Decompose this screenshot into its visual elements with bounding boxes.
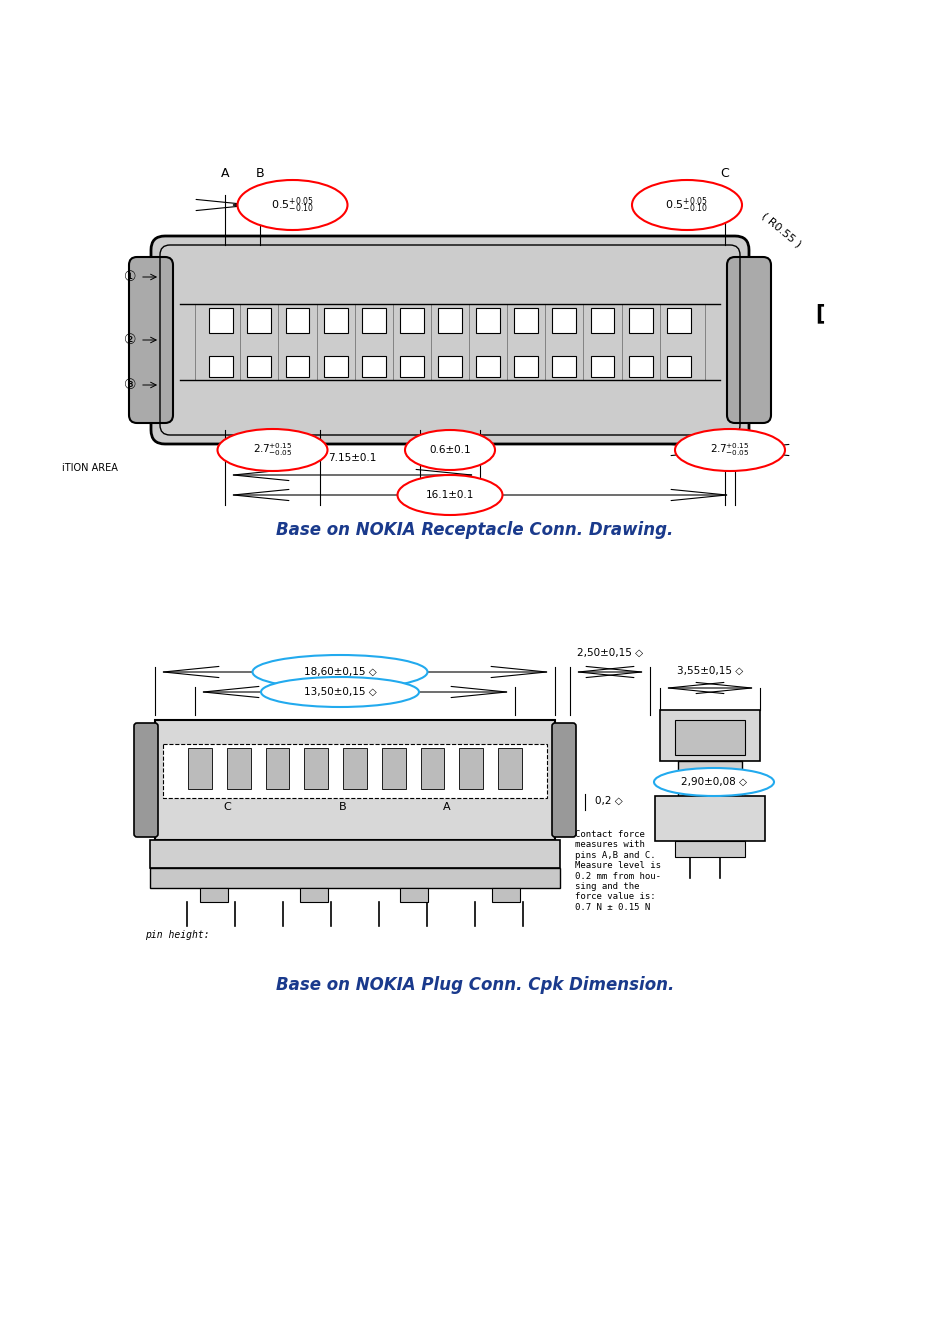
Ellipse shape xyxy=(253,655,428,689)
Text: ①: ① xyxy=(124,270,136,284)
Text: A: A xyxy=(220,167,229,180)
Text: 7.15±0.1: 7.15±0.1 xyxy=(329,453,377,462)
Bar xyxy=(660,710,760,761)
Ellipse shape xyxy=(632,180,742,230)
Bar xyxy=(629,308,653,333)
Bar xyxy=(150,868,560,888)
Bar xyxy=(300,888,328,902)
Bar xyxy=(209,356,233,378)
Bar xyxy=(667,308,691,333)
Ellipse shape xyxy=(654,767,774,796)
Bar xyxy=(438,356,462,378)
Bar xyxy=(227,749,251,789)
Bar xyxy=(667,356,691,378)
Bar xyxy=(675,719,745,755)
Text: pin height:: pin height: xyxy=(145,930,210,939)
Bar xyxy=(476,356,500,378)
Bar xyxy=(209,308,233,333)
Ellipse shape xyxy=(238,180,348,230)
Bar xyxy=(629,356,653,378)
Bar xyxy=(286,308,310,333)
Bar xyxy=(591,356,615,378)
Text: 16.1±0.1: 16.1±0.1 xyxy=(426,491,474,500)
Text: ②: ② xyxy=(124,333,136,347)
Ellipse shape xyxy=(397,474,503,515)
Text: B: B xyxy=(339,802,347,812)
Bar xyxy=(324,308,348,333)
Text: iTION AREA: iTION AREA xyxy=(62,462,118,473)
Bar xyxy=(476,308,500,333)
Text: 0.5$^{+0.05}_{-0.10}$: 0.5$^{+0.05}_{-0.10}$ xyxy=(665,195,709,215)
Bar xyxy=(155,720,555,840)
Bar xyxy=(460,749,484,789)
Bar xyxy=(678,761,742,797)
Text: 0,2 ◇: 0,2 ◇ xyxy=(595,796,623,806)
Bar xyxy=(266,749,290,789)
Bar xyxy=(324,356,348,378)
Bar xyxy=(498,749,522,789)
Bar xyxy=(438,308,462,333)
Ellipse shape xyxy=(675,429,785,470)
Bar xyxy=(655,797,765,841)
Text: C: C xyxy=(721,167,730,180)
Text: C: C xyxy=(223,802,231,812)
Bar xyxy=(591,308,615,333)
Text: 0.6±0.1: 0.6±0.1 xyxy=(429,445,471,456)
Bar xyxy=(421,749,445,789)
Text: 2,90±0,08 ◇: 2,90±0,08 ◇ xyxy=(681,777,747,788)
Text: 2,50±0,15 ◇: 2,50±0,15 ◇ xyxy=(577,648,643,659)
Text: 0.5$^{+0.05}_{-0.10}$: 0.5$^{+0.05}_{-0.10}$ xyxy=(271,195,314,215)
Bar xyxy=(248,308,272,333)
FancyBboxPatch shape xyxy=(727,257,771,423)
Bar xyxy=(400,308,424,333)
Bar xyxy=(304,749,328,789)
Bar xyxy=(492,888,520,902)
Bar xyxy=(163,745,547,798)
FancyBboxPatch shape xyxy=(552,723,576,837)
Text: 13,50±0,15 ◇: 13,50±0,15 ◇ xyxy=(304,687,376,698)
FancyBboxPatch shape xyxy=(129,257,173,423)
Text: 2.7$^{+0.15}_{-0.05}$: 2.7$^{+0.15}_{-0.05}$ xyxy=(711,442,750,458)
Text: 2.7$^{+0.15}_{-0.05}$: 2.7$^{+0.15}_{-0.05}$ xyxy=(253,442,293,458)
Bar xyxy=(514,308,538,333)
Bar xyxy=(400,356,424,378)
Bar xyxy=(248,356,272,378)
Ellipse shape xyxy=(261,677,419,707)
Bar xyxy=(553,356,577,378)
Bar xyxy=(675,841,745,857)
Text: 3,55±0,15 ◇: 3,55±0,15 ◇ xyxy=(676,667,743,676)
Bar xyxy=(514,356,538,378)
Text: Base on NOKIA Receptacle Conn. Drawing.: Base on NOKIA Receptacle Conn. Drawing. xyxy=(276,521,674,539)
Bar xyxy=(382,749,406,789)
Bar xyxy=(188,749,212,789)
Bar xyxy=(362,356,386,378)
Ellipse shape xyxy=(218,429,328,470)
Text: [: [ xyxy=(815,302,825,323)
Text: Base on NOKIA Plug Conn. Cpk Dimension.: Base on NOKIA Plug Conn. Cpk Dimension. xyxy=(276,976,674,995)
Text: ( R0.55 ): ( R0.55 ) xyxy=(760,211,804,249)
FancyBboxPatch shape xyxy=(134,723,158,837)
Bar xyxy=(200,888,228,902)
Text: 18,60±0,15 ◇: 18,60±0,15 ◇ xyxy=(304,667,376,677)
Bar xyxy=(400,888,428,902)
Text: ③: ③ xyxy=(124,378,136,392)
Bar xyxy=(362,308,386,333)
Ellipse shape xyxy=(405,430,495,470)
Bar xyxy=(553,308,577,333)
Bar xyxy=(286,356,310,378)
Bar xyxy=(150,840,560,868)
Text: A: A xyxy=(444,802,451,812)
Text: B: B xyxy=(256,167,264,180)
Bar xyxy=(343,749,367,789)
FancyBboxPatch shape xyxy=(151,237,749,444)
Text: Contact force
measures with
pins A,B and C.
Measure level is
0.2 mm from hou-
si: Contact force measures with pins A,B and… xyxy=(575,831,661,911)
